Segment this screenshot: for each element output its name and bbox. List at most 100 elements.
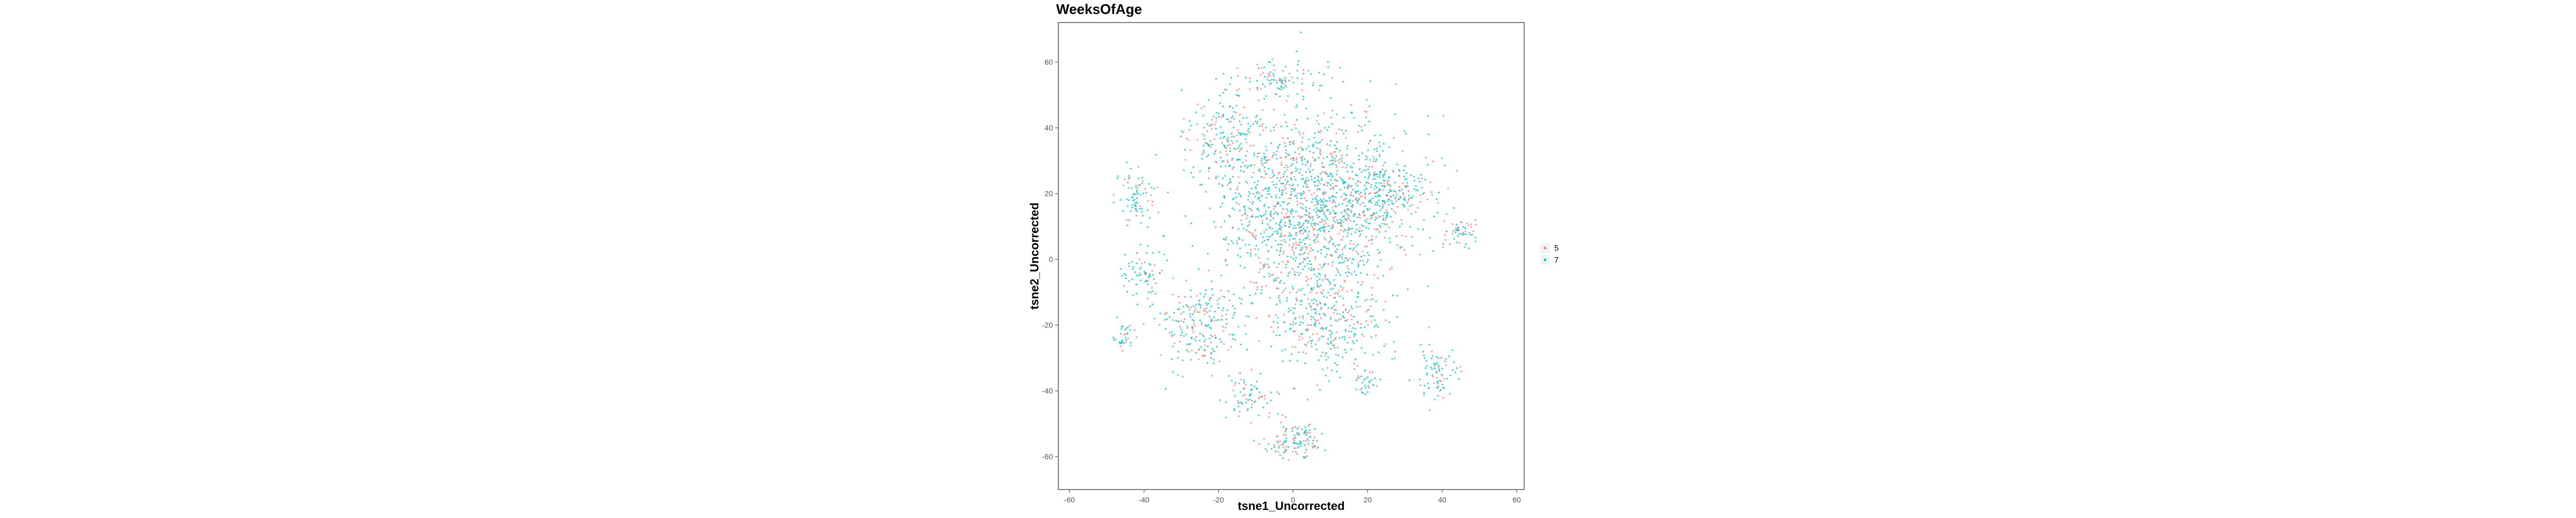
data-point-5 [1358,198,1360,200]
data-point-7 [1305,171,1307,173]
x-tick-label: 40 [1438,495,1446,504]
x-tick-label: 20 [1364,495,1372,504]
data-point-7 [1219,137,1221,140]
data-point-5 [1359,227,1361,229]
data-point-7 [1314,312,1316,315]
data-point-7 [1164,319,1166,321]
data-point-7 [1347,259,1349,261]
data-point-7 [1277,296,1280,299]
data-point-7 [1148,217,1151,219]
data-point-7 [1235,105,1238,107]
data-point-7 [1199,170,1201,172]
data-point-5 [1137,166,1140,168]
data-point-7 [1117,175,1119,177]
data-point-7 [1363,379,1365,381]
data-point-5 [1263,162,1265,164]
data-point-7 [1293,434,1296,436]
data-point-5 [1322,289,1324,291]
data-point-5 [1436,377,1438,379]
data-point-7 [1284,449,1286,451]
data-point-7 [1196,123,1198,125]
data-point-7 [1436,198,1438,200]
data-point-7 [1183,169,1185,171]
data-point-7 [1244,134,1246,136]
data-point-7 [1296,70,1298,72]
data-point-5 [1351,206,1353,208]
data-point-7 [1344,218,1346,220]
data-point-7 [1432,355,1434,357]
data-point-5 [1367,142,1370,145]
data-point-5 [1254,400,1256,402]
data-point-7 [1124,253,1126,256]
data-point-7 [1329,211,1331,214]
data-point-5 [1314,258,1316,260]
data-point-7 [1314,325,1316,327]
data-point-7 [1425,360,1428,362]
data-point-7 [1330,336,1332,338]
data-point-7 [1172,371,1174,374]
data-point-7 [1357,244,1359,246]
data-point-5 [1211,119,1213,121]
data-point-7 [1212,359,1214,361]
data-point-7 [1265,229,1268,231]
data-point-7 [1322,264,1324,266]
data-point-7 [1239,391,1242,393]
data-point-7 [1412,195,1414,198]
data-point-5 [1277,147,1279,149]
data-point-7 [1256,122,1258,125]
data-point-7 [1279,280,1282,282]
data-point-5 [1232,389,1234,392]
data-point-7 [1356,224,1358,226]
data-point-5 [1258,443,1261,445]
data-point-7 [1256,114,1258,116]
data-point-7 [1124,337,1126,339]
data-point-5 [1308,207,1311,209]
data-point-7 [1270,142,1272,144]
data-point-7 [1220,274,1223,276]
data-point-5 [1273,280,1275,282]
data-point-7 [1279,250,1282,253]
data-point-7 [1436,371,1438,374]
data-point-7 [1277,145,1279,148]
data-point-7 [1242,239,1244,241]
data-point-5 [1364,214,1366,216]
data-point-7 [1314,343,1317,346]
data-point-7 [1404,199,1406,201]
data-point-5 [1317,175,1319,177]
data-point-7 [1352,249,1354,251]
data-point-7 [1388,146,1391,148]
data-point-5 [1298,426,1300,429]
data-point-7 [1226,309,1228,311]
data-point-7 [1290,193,1292,195]
data-point-7 [1307,399,1309,401]
data-point-5 [1331,77,1334,79]
data-point-5 [1289,198,1291,200]
data-point-7 [1326,326,1328,329]
data-point-7 [1125,339,1128,341]
data-point-7 [1313,287,1315,289]
data-point-5 [1275,79,1277,82]
data-point-5 [1283,313,1285,316]
data-point-5 [1248,223,1250,226]
data-point-7 [1324,262,1326,265]
data-point-7 [1282,194,1284,196]
data-point-7 [1306,437,1308,440]
data-point-5 [1284,166,1286,169]
data-point-7 [1246,229,1248,231]
data-point-5 [1350,211,1352,213]
data-point-7 [1424,179,1426,181]
data-point-5 [1188,138,1190,141]
data-point-7 [1423,354,1425,356]
data-point-5 [1262,267,1264,269]
data-point-5 [1360,126,1363,128]
data-point-7 [1355,274,1357,276]
data-point-7 [1305,434,1307,436]
data-point-7 [1396,163,1398,165]
data-point-7 [1292,387,1294,389]
data-point-7 [1279,243,1282,245]
data-point-5 [1318,89,1320,91]
data-point-7 [1352,162,1355,164]
data-point-7 [1418,378,1421,381]
data-point-7 [1321,162,1323,164]
data-point-7 [1304,243,1306,245]
